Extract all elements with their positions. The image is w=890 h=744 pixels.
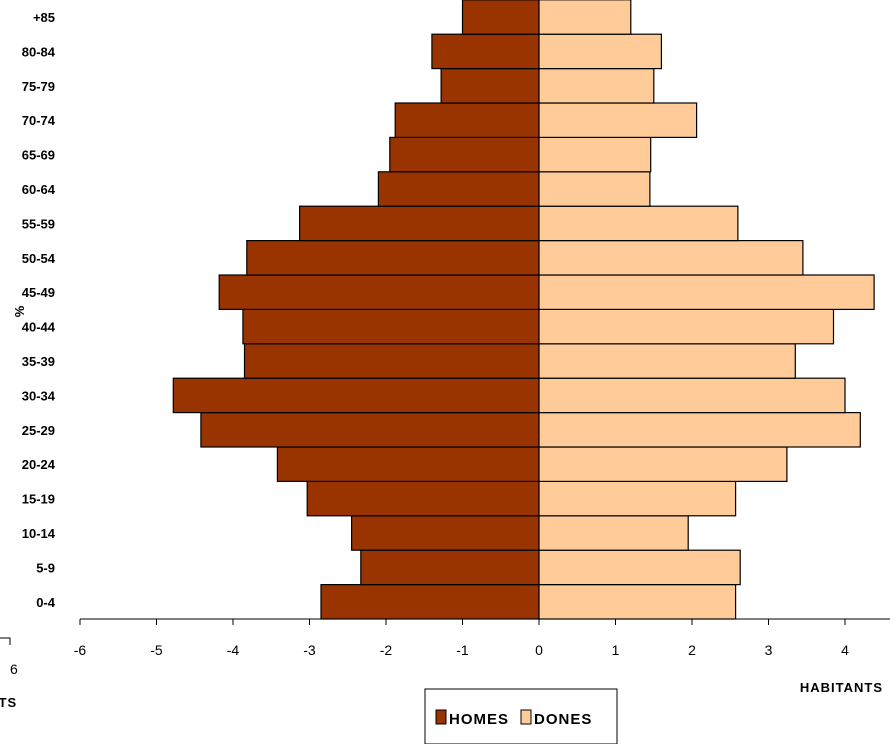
bar-dones-15-19 [538,480,737,517]
x-tick-label: 1 [612,642,620,658]
bar-homes-10-14 [351,515,540,551]
bar-homes-80-84 [431,33,540,70]
bar-homes-+85 [461,0,540,35]
bar-homes-65-69 [389,136,540,173]
category-label: 65-69 [22,148,55,163]
bar-dones-40-44 [538,308,835,345]
bar-dones-70-74 [538,102,698,139]
bar-homes-15-19 [306,480,540,517]
bar-dones-20-24 [538,446,788,483]
category-label: 35-39 [22,354,55,369]
legend-label-dones: DONES [534,711,592,728]
bar-dones-5-9 [538,549,741,586]
bar-homes-20-24 [276,446,540,483]
category-label: 45-49 [22,285,55,300]
bar-homes-35-39 [243,343,540,379]
x-tick-label: -5 [150,642,163,658]
legend-swatch-homes [435,709,447,725]
bar-homes-40-44 [242,308,540,345]
category-label: 75-79 [22,79,55,94]
bar-dones-35-39 [538,343,796,379]
bar-dones-45-49 [538,274,875,311]
bar-dones-75-79 [538,67,655,104]
bar-dones-+85 [538,0,632,35]
category-label: 50-54 [22,251,56,266]
bar-dones-55-59 [538,205,739,242]
category-label: 80-84 [22,44,56,59]
fragment-tick-label: 6 [10,661,18,677]
legend-swatch-dones [520,709,532,725]
legend-label-homes: HOMES [449,711,509,728]
x-tick-label: -2 [380,642,393,658]
category-label: 30-34 [22,388,56,403]
y-axis-title: % [12,305,27,318]
category-label: 5-9 [36,560,55,575]
bar-homes-55-59 [299,205,540,242]
x-tick-label: -3 [303,642,316,658]
bar-homes-70-74 [394,102,540,139]
legend: HOMES DONES [424,688,618,744]
category-label: 15-19 [22,492,55,507]
bar-dones-65-69 [538,136,652,173]
x-tick-label: -1 [456,642,469,658]
x-axis-title: HABITANTS [800,680,883,695]
bar-homes-30-34 [172,377,540,414]
fragment-axis-title: ITS [0,695,17,710]
bar-dones-10-14 [538,515,689,551]
bar-dones-60-64 [538,171,651,207]
category-label: 60-64 [22,182,56,197]
bar-homes-60-64 [377,171,540,207]
category-label: 0-4 [36,595,56,610]
bar-homes-25-29 [200,412,540,448]
x-axis-ticks: -6 -5 -4 -3 -2 -1 0 1 2 3 4 [74,619,849,658]
x-tick-label: 3 [765,642,773,658]
x-tick-label: -6 [74,642,87,658]
category-label: +85 [33,10,55,25]
x-tick-label: -4 [227,642,240,658]
category-label: 20-24 [22,457,56,472]
bars-layer [172,0,875,620]
bar-homes-5-9 [360,549,540,586]
category-label: 55-59 [22,216,55,231]
x-tick-label: 4 [841,642,849,658]
fragment-axis-corner [0,637,11,645]
category-label: 10-14 [22,526,56,541]
bar-dones-25-29 [538,412,861,448]
bar-homes-45-49 [218,274,540,311]
category-labels: 0-4 5-9 10-14 15-19 20-24 25-29 30-34 35-39 40-4… [22,10,56,610]
x-tick-label: 2 [688,642,696,658]
bar-dones-0-4 [538,583,737,620]
bar-dones-50-54 [538,240,804,276]
x-tick-label: 0 [535,642,543,658]
bar-dones-80-84 [538,33,663,70]
bar-homes-0-4 [320,583,540,620]
bar-dones-30-34 [538,377,846,414]
bar-homes-75-79 [440,67,540,104]
category-label: 70-74 [22,113,56,128]
category-label: 40-44 [22,320,56,335]
bar-homes-50-54 [246,240,540,276]
category-label: 25-29 [22,423,55,438]
